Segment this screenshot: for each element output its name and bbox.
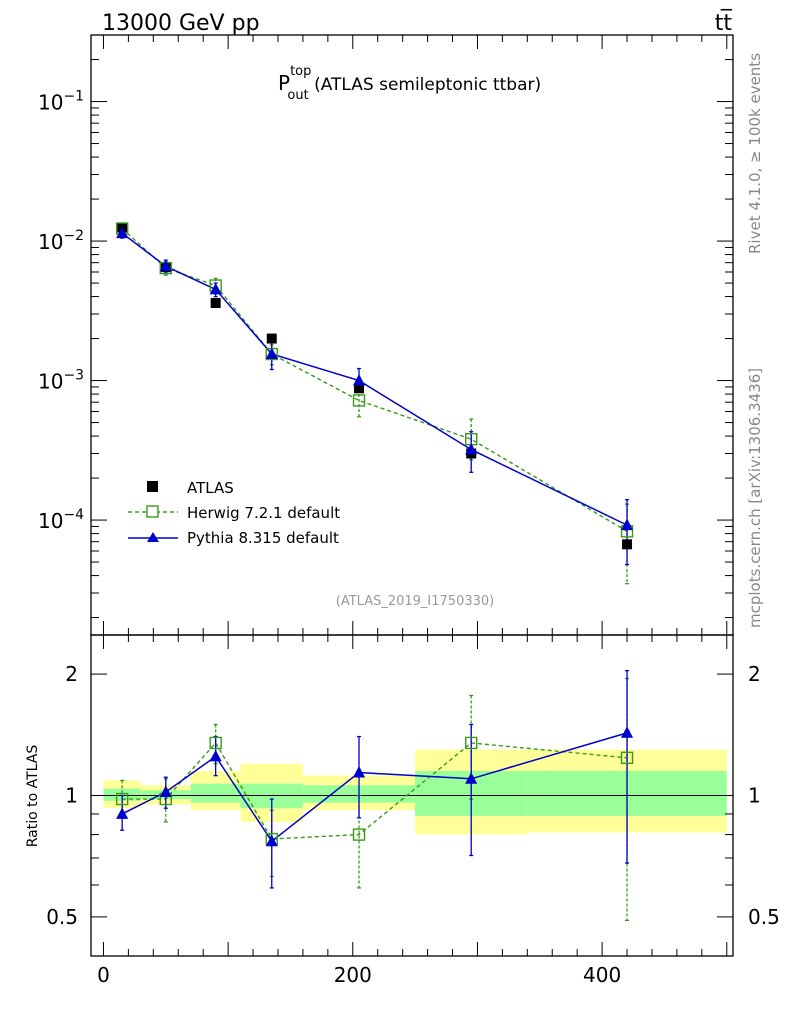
x-tick-label-0: 0 [97, 963, 110, 987]
pythia-point [116, 226, 129, 239]
legend-atlas-label: ATLAS [187, 479, 234, 497]
ratio-herwig-point [465, 736, 478, 750]
legend: ATLAS Herwig 7.2.1 default Pythia 8.315 … [128, 479, 340, 547]
ratio-herwig-point [209, 736, 222, 750]
y-tick-label-exp: −3 [63, 368, 84, 384]
pythia-error-bar [625, 499, 630, 566]
y-tick-label: 10−2 [38, 228, 84, 254]
y-tick-label: 10−1 [38, 89, 84, 115]
atlas-point [210, 297, 221, 308]
title-sub: out [287, 88, 308, 103]
uncertainty-band-inner [190, 783, 241, 803]
ratio-pythia-point [265, 834, 278, 847]
y-tick-label-exp: −1 [63, 89, 84, 105]
ratio-y-label-left-2: 2 [65, 662, 78, 686]
title-main: P [278, 71, 290, 95]
title-sup: top [290, 64, 311, 79]
y-tick-label-base: 10 [38, 509, 63, 533]
main-series [115, 222, 634, 585]
pythia-point [265, 347, 278, 359]
legend-herwig-label: Herwig 7.2.1 default [187, 504, 340, 522]
ratio-pythia-error-bar [625, 669, 630, 864]
legend-atlas-marker [147, 481, 158, 492]
ratio-series [115, 669, 634, 922]
ratio-pythia-point [352, 765, 366, 778]
ratio-pythia-point [620, 726, 634, 738]
header-left: 13000 GeV pp [102, 11, 260, 36]
ratio-pythia-point [116, 807, 129, 819]
ratio-y-label-right-1: 1 [748, 784, 761, 808]
ratio-axis-ticks: 0 200 400 0.5 0.5 1 1 2 2 [46, 635, 780, 987]
y-tick-label-exp: −2 [63, 228, 84, 244]
y-tick-label-base: 10 [38, 230, 63, 254]
pythia-point [465, 442, 478, 455]
ratio-y-label-left-1: 1 [65, 784, 78, 808]
pythia-point [209, 282, 222, 295]
atlas-point [622, 539, 633, 550]
x-tick-label-400: 400 [583, 963, 621, 987]
analysis-watermark: (ATLAS_2019_I1750330) [336, 594, 494, 609]
ratio-frame [90, 634, 734, 957]
y-tick-label-base: 10 [38, 91, 63, 115]
ratio-y-label-right-0.5: 0.5 [748, 905, 780, 929]
y-tick-label-exp: −4 [63, 507, 84, 523]
ratio-pythia-error-bar [469, 723, 474, 857]
rivet-label: Rivet 4.1.0, ≥ 100k events [746, 53, 764, 254]
x-tick-label-200: 200 [334, 963, 372, 987]
atlas-point [266, 333, 277, 344]
ratio-pythia-point [465, 772, 478, 784]
legend-pythia-label: Pythia 8.315 default [187, 529, 339, 547]
main-title: Ptop out (ATLAS semileptonic ttbar) [278, 64, 541, 103]
atlas-point [354, 383, 365, 394]
ratio-y-label-left-0.5: 0.5 [46, 905, 78, 929]
pythia-point [159, 259, 172, 272]
ratio-ylabel: Ratio to ATLAS [25, 745, 41, 848]
ratio-herwig-point [352, 828, 366, 841]
header-right: tt̅ [715, 9, 733, 36]
y-tick-label: 10−4 [38, 507, 84, 533]
mcplots-label: mcplots.cern.ch [arXiv:1306.3436] [746, 368, 764, 628]
main-axis-ticks: 10−110−210−310−4 [38, 35, 733, 635]
ratio-y-label-right-2: 2 [748, 662, 761, 686]
ratio-herwig-point [115, 792, 129, 806]
ratio-herwig-point [620, 751, 634, 765]
y-tick-label: 10−3 [38, 368, 84, 394]
ratio-pythia-point [159, 785, 172, 797]
pythia-point [352, 373, 366, 386]
herwig-point [352, 394, 366, 407]
pythia-point [620, 518, 634, 531]
title-rest: (ATLAS semileptonic ttbar) [309, 75, 541, 95]
legend-herwig-marker [146, 505, 159, 518]
legend-pythia-marker [147, 532, 159, 542]
ratio-pythia-point [209, 749, 222, 762]
uncertainty-band-inner [103, 788, 141, 801]
y-tick-label-base: 10 [38, 370, 63, 394]
